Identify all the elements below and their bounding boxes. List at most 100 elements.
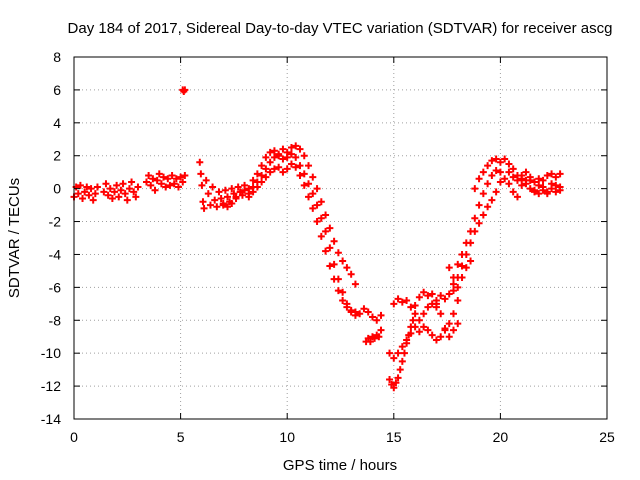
data-point [149, 175, 157, 183]
data-point [386, 376, 394, 384]
data-point [420, 323, 428, 331]
data-point [209, 183, 217, 191]
data-point [155, 170, 163, 178]
data-point [300, 181, 308, 189]
data-point [415, 328, 423, 336]
data-point [172, 175, 180, 183]
data-point [123, 196, 131, 204]
data-point [275, 163, 283, 171]
data-point [398, 298, 406, 306]
data-point [484, 180, 492, 188]
data-point [454, 297, 462, 305]
data-point [475, 219, 483, 227]
data-point [339, 288, 347, 296]
data-point [449, 310, 457, 318]
data-point [407, 303, 415, 311]
data-point [292, 142, 300, 150]
data-point [398, 357, 406, 365]
data-point [134, 183, 142, 191]
data-point [386, 349, 394, 357]
data-point [492, 155, 500, 163]
data-point [206, 201, 214, 209]
data-point [89, 196, 97, 204]
data-point [309, 190, 317, 198]
data-point [454, 320, 462, 328]
x-tick-label: 0 [70, 429, 78, 445]
data-point [228, 185, 236, 193]
data-point [300, 152, 308, 160]
data-point [317, 214, 325, 222]
data-point [409, 316, 417, 324]
data-point [198, 181, 206, 189]
data-point [518, 181, 526, 189]
data-point [415, 316, 423, 324]
data-point [322, 211, 330, 219]
data-point [339, 297, 347, 305]
data-point [181, 86, 189, 94]
data-point [317, 198, 325, 206]
data-point [539, 176, 547, 184]
data-point [471, 185, 479, 193]
data-point [322, 227, 330, 235]
data-point [151, 186, 159, 194]
data-point [343, 264, 351, 272]
data-point [411, 301, 419, 309]
data-point [437, 292, 445, 300]
data-point [287, 150, 295, 158]
data-point [287, 144, 295, 151]
data-point [420, 288, 428, 296]
data-point [432, 297, 440, 305]
data-point [279, 155, 287, 163]
data-point [403, 297, 411, 305]
data-point [548, 170, 556, 178]
data-point [213, 203, 221, 211]
data-point [283, 165, 291, 173]
data-point [121, 190, 129, 198]
data-point [377, 311, 385, 319]
data-point [552, 181, 560, 189]
data-point [87, 185, 95, 193]
data-point [339, 257, 347, 265]
data-point [300, 170, 308, 178]
data-point [347, 306, 355, 314]
chart-title: Day 184 of 2017, Sidereal Day-to-day VTE… [68, 20, 613, 37]
data-point [556, 183, 564, 191]
data-point [518, 171, 526, 179]
data-point [130, 188, 138, 196]
data-point [509, 188, 517, 196]
data-point [531, 186, 539, 194]
data-point [475, 175, 483, 183]
data-point [330, 275, 338, 283]
data-point [424, 292, 432, 300]
data-point [535, 190, 543, 198]
data-point [437, 333, 445, 341]
data-point [322, 247, 330, 255]
data-point [287, 160, 295, 168]
data-point [164, 175, 172, 183]
data-point [211, 196, 219, 204]
data-point [449, 287, 457, 295]
data-point [104, 191, 112, 199]
data-point [177, 173, 185, 181]
data-point [475, 201, 483, 209]
data-point [160, 173, 168, 181]
data-point [479, 190, 487, 198]
data-point [492, 188, 500, 196]
x-axis-ticks: 0 5 10 15 20 25 [70, 57, 615, 445]
data-point [309, 204, 317, 212]
data-point [204, 190, 212, 198]
data-point [471, 214, 479, 222]
data-point [458, 262, 466, 270]
data-point [496, 168, 504, 176]
data-point [228, 199, 236, 207]
data-point [445, 264, 453, 272]
data-point [543, 171, 551, 179]
data-point [548, 180, 556, 188]
data-point [119, 180, 127, 188]
data-point [556, 170, 564, 178]
data-point [313, 201, 321, 209]
data-point [170, 180, 178, 188]
data-point [492, 167, 500, 175]
x-axis-label: GPS time / hours [283, 457, 397, 474]
